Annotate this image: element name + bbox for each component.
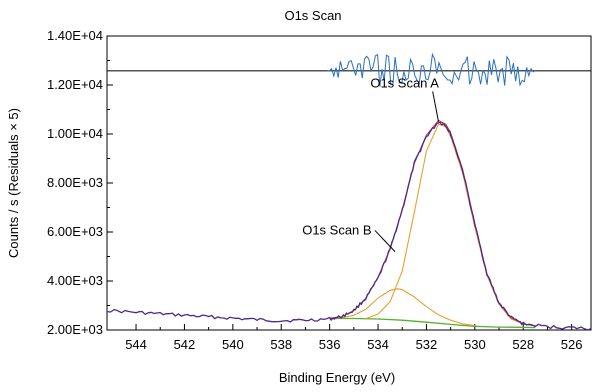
x-tick-label: 532 <box>416 337 438 352</box>
x-tick-label: 544 <box>125 337 147 352</box>
series-component-A <box>365 123 536 327</box>
y-tick-label: 6.00E+03 <box>47 224 103 239</box>
y-axis: 2.00E+03 4.00E+03 6.00E+03 8.00E+03 1.00E+04… <box>47 28 113 337</box>
y-tick-label: 1.40E+04 <box>47 28 103 43</box>
series-residuals <box>327 52 536 87</box>
series-background <box>329 317 536 329</box>
series-data <box>106 121 592 331</box>
y-tick-label: 8.00E+03 <box>47 175 103 190</box>
x-tick-label: 536 <box>319 337 341 352</box>
x-tick-label: 526 <box>561 337 583 352</box>
annotation-label: O1s Scan B <box>302 222 371 237</box>
x-tick-label: 530 <box>464 337 486 352</box>
plot-area: O1s Scan A O1s Scan B <box>106 52 592 331</box>
x-tick-label: 528 <box>512 337 534 352</box>
x-axis-label: Binding Energy (eV) <box>279 370 395 385</box>
plot-frame <box>106 35 592 331</box>
y-axis-label: Counts / s (Residuals × 5) <box>6 108 21 258</box>
annotation-leader <box>432 91 440 122</box>
annotation-label: O1s Scan A <box>370 75 439 90</box>
annotation-leader <box>374 230 396 252</box>
y-tick-label: 4.00E+03 <box>47 273 103 288</box>
x-tick-label: 538 <box>270 337 292 352</box>
series-component-B <box>341 288 475 327</box>
y-tick-label: 1.00E+04 <box>47 126 103 141</box>
chart-title: O1s Scan <box>284 8 341 23</box>
x-tick-label: 540 <box>222 337 244 352</box>
x-axis: 544 542 540 538 536 534 532 530 528 526 <box>125 324 582 352</box>
y-tick-label: 2.00E+03 <box>47 322 103 337</box>
x-tick-label: 534 <box>367 337 389 352</box>
x-tick-label: 542 <box>174 337 196 352</box>
y-tick-label: 1.20E+04 <box>47 77 103 92</box>
